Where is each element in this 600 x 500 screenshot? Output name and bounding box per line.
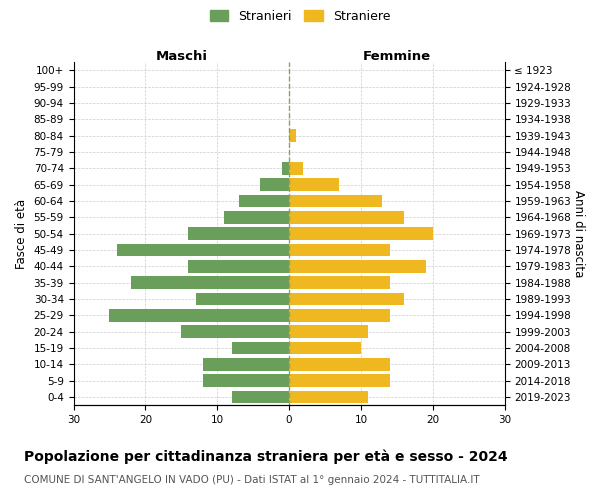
Bar bbox=[289, 162, 304, 174]
Bar bbox=[289, 260, 425, 272]
Bar bbox=[289, 374, 389, 387]
Bar bbox=[196, 292, 289, 306]
Bar bbox=[260, 178, 289, 191]
Bar bbox=[289, 326, 368, 338]
Bar bbox=[289, 358, 389, 371]
Text: Femmine: Femmine bbox=[363, 50, 431, 63]
Bar bbox=[289, 309, 389, 322]
Bar bbox=[239, 194, 289, 207]
Bar bbox=[289, 342, 361, 354]
Bar bbox=[289, 292, 404, 306]
Bar bbox=[289, 130, 296, 142]
Text: COMUNE DI SANT'ANGELO IN VADO (PU) - Dati ISTAT al 1° gennaio 2024 - TUTTITALIA.: COMUNE DI SANT'ANGELO IN VADO (PU) - Dat… bbox=[24, 475, 479, 485]
Bar bbox=[188, 260, 289, 272]
Bar bbox=[116, 244, 289, 256]
Bar bbox=[203, 358, 289, 371]
Bar bbox=[289, 276, 389, 289]
Bar bbox=[109, 309, 289, 322]
Bar bbox=[289, 390, 368, 404]
Bar bbox=[289, 228, 433, 240]
Bar bbox=[289, 194, 382, 207]
Text: Maschi: Maschi bbox=[155, 50, 208, 63]
Text: Popolazione per cittadinanza straniera per età e sesso - 2024: Popolazione per cittadinanza straniera p… bbox=[24, 450, 508, 464]
Bar bbox=[232, 342, 289, 354]
Bar bbox=[181, 326, 289, 338]
Y-axis label: Fasce di età: Fasce di età bbox=[15, 198, 28, 268]
Bar bbox=[188, 228, 289, 240]
Bar bbox=[289, 211, 404, 224]
Bar bbox=[203, 374, 289, 387]
Bar bbox=[224, 211, 289, 224]
Y-axis label: Anni di nascita: Anni di nascita bbox=[572, 190, 585, 278]
Bar bbox=[232, 390, 289, 404]
Bar bbox=[131, 276, 289, 289]
Legend: Stranieri, Straniere: Stranieri, Straniere bbox=[206, 6, 394, 26]
Bar bbox=[289, 178, 340, 191]
Bar bbox=[289, 244, 389, 256]
Bar bbox=[282, 162, 289, 174]
